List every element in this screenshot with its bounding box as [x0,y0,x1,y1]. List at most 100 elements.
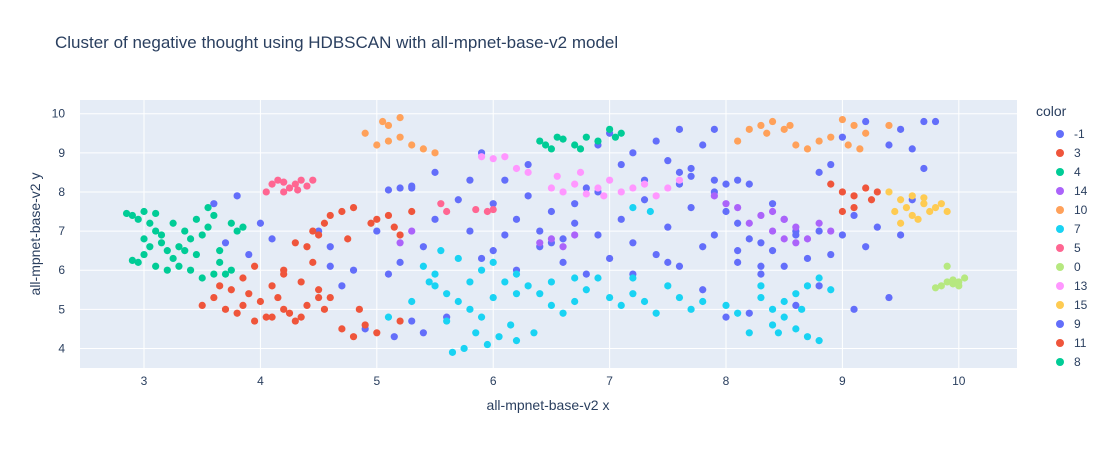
legend-marker [1056,186,1064,195]
legend-marker [1056,129,1064,138]
data-point [315,231,323,239]
data-point [128,256,136,265]
data-point [454,297,462,306]
data-point [897,125,905,133]
legend-item[interactable]: 14 [1036,181,1087,200]
data-point [780,313,788,321]
data-point [186,266,195,274]
data-point [757,293,765,302]
data-point [722,207,730,216]
legend-label: 11 [1074,335,1087,350]
data-point [408,227,416,235]
data-point [431,149,439,157]
data-point [664,223,672,231]
legend-item[interactable]: -1 [1036,124,1087,143]
data-point [175,243,183,251]
y-tick-label: 9 [58,146,65,160]
data-point [291,180,299,188]
data-point [344,235,352,243]
data-point [472,205,480,214]
legend-item[interactable]: 15 [1036,295,1087,314]
data-point [687,172,695,180]
data-point [606,254,614,263]
data-point [396,239,404,247]
data-point [687,305,695,313]
data-point [198,274,206,282]
data-point [146,243,154,251]
legend-item[interactable]: 9 [1036,314,1087,333]
data-point [652,250,660,259]
data-point [780,297,788,306]
data-point [902,203,911,212]
data-point [757,239,765,247]
data-point [152,227,160,235]
data-point [734,219,742,227]
data-point [937,200,945,208]
data-point [763,129,771,137]
data-point [408,182,416,190]
x-tick-label: 8 [723,374,730,388]
data-point [734,176,742,184]
plot-area [80,100,1017,368]
data-point [157,239,166,247]
data-point [396,114,404,122]
data-point [803,254,812,263]
data-point [349,266,358,274]
legend-marker [1056,300,1064,309]
series-15 [885,188,951,227]
data-point [221,305,230,313]
data-point [396,184,404,192]
data-point [792,301,800,310]
data-point [134,215,142,223]
data-point [594,231,602,239]
legend-item[interactable]: 5 [1036,238,1087,257]
legend-item[interactable]: 0 [1036,257,1087,276]
data-point [146,219,154,227]
legend-items: -1 3 4 14 10 7 5 0 13 15 9 11 8 [1036,124,1087,371]
legend-item[interactable]: 4 [1036,162,1087,181]
data-point [326,262,334,270]
data-point [216,247,224,255]
data-point [169,219,177,227]
data-point [675,293,684,302]
data-point [734,137,742,145]
data-point [862,129,870,137]
legend-marker [1056,281,1064,290]
data-point [722,180,730,188]
legend-item[interactable]: 11 [1036,333,1087,352]
data-point [122,209,131,218]
data-point [431,168,439,176]
data-point [274,293,282,302]
data-point [768,227,777,235]
data-point [198,231,206,239]
y-tick-label: 4 [58,341,65,355]
legend-label: 14 [1074,183,1088,198]
legend-item[interactable]: 10 [1036,200,1087,219]
data-point [466,278,474,286]
x-tick-labels: 3 4 5 6 7 8 9 10 [141,374,966,388]
legend-item[interactable]: 7 [1036,219,1087,238]
data-point [489,247,497,255]
legend-label: 5 [1074,240,1081,255]
data-point [629,274,637,282]
legend-item[interactable]: 3 [1036,143,1087,162]
data-point [699,243,707,251]
data-point [745,235,753,243]
legend-item[interactable]: 13 [1036,276,1087,295]
data-point [675,262,684,270]
data-point [181,227,189,235]
data-point [512,290,521,298]
data-point [850,305,858,313]
data-point [617,160,625,169]
data-point [897,231,905,239]
data-point [297,176,305,184]
data-point [419,243,427,251]
data-point [827,227,835,235]
data-point [745,125,753,133]
data-point [361,321,369,329]
legend-item[interactable]: 8 [1036,352,1087,371]
data-point [803,282,812,290]
data-point [699,297,707,306]
data-point [216,258,224,266]
data-point [559,188,567,196]
